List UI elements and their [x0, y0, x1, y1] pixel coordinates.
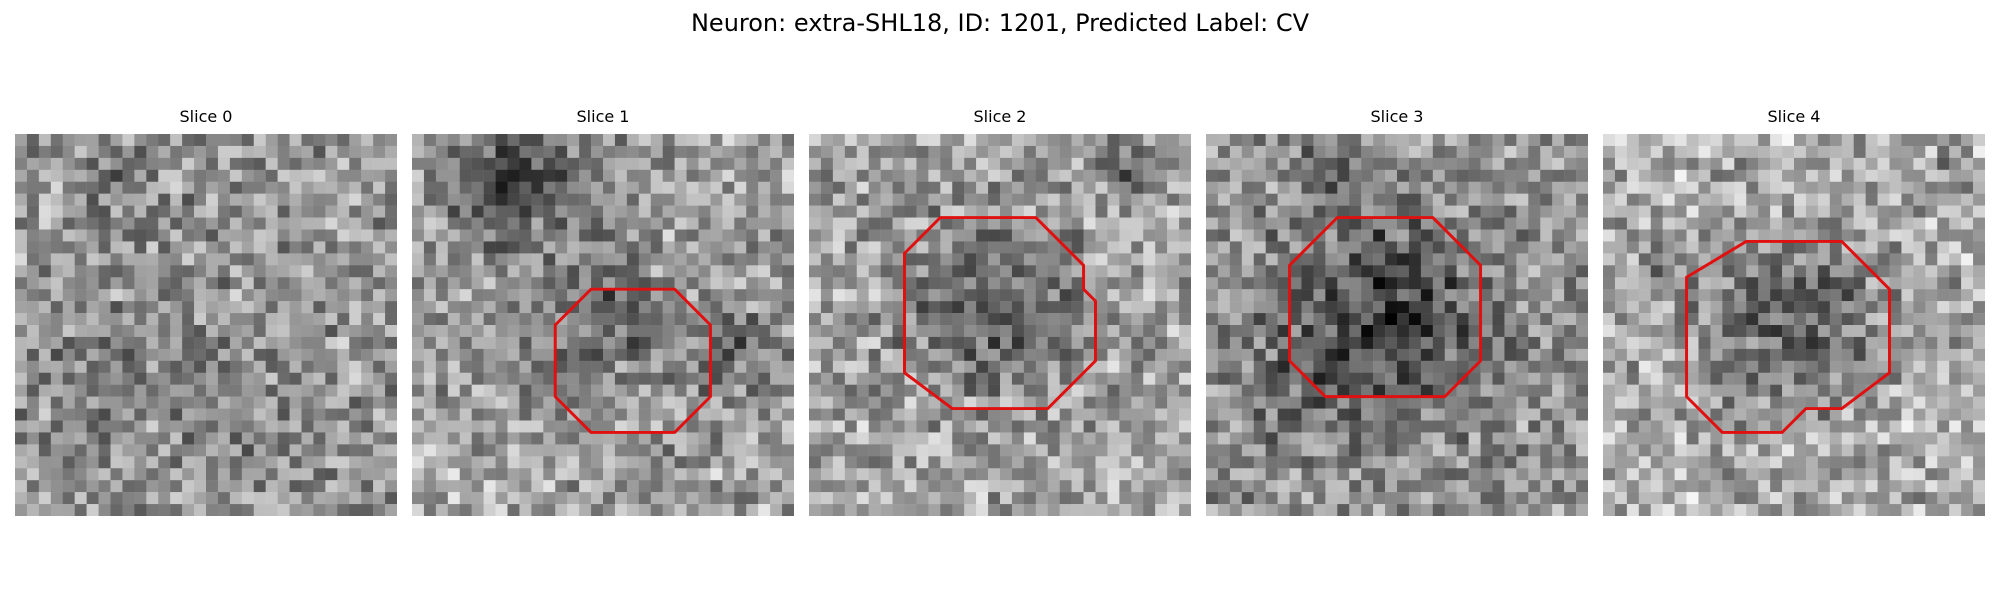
roi-contour: [553, 287, 712, 434]
slice-title-0: Slice 0: [179, 107, 233, 126]
roi-contour: [1288, 216, 1483, 399]
slice-title-2: Slice 2: [973, 107, 1027, 126]
slice-image-3: [1206, 134, 1588, 516]
slice-image-1: [412, 134, 794, 516]
figure-title: Neuron: extra-SHL18, ID: 1201, Predicted…: [690, 9, 1310, 37]
slice-image-0: [15, 134, 397, 516]
slice-image-2: [809, 134, 1191, 516]
roi-contour: [1685, 239, 1891, 434]
slice-image-4: [1603, 134, 1985, 516]
slice-title-3: Slice 3: [1370, 107, 1424, 126]
slice-title-1: Slice 1: [576, 107, 630, 126]
roi-contour: [903, 216, 1097, 411]
slice-title-4: Slice 4: [1767, 107, 1821, 126]
